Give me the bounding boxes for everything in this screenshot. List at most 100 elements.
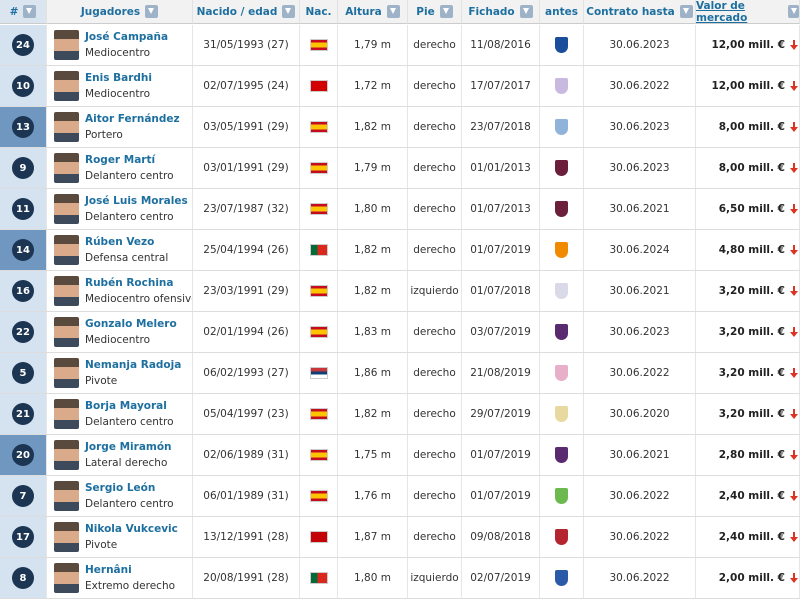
height: 1,82 m xyxy=(354,408,391,420)
column-header[interactable]: Fichado xyxy=(462,0,540,24)
sort-icon[interactable] xyxy=(788,5,799,18)
market-value[interactable]: 2,40 mill. € xyxy=(718,531,785,543)
player-name[interactable]: José Campaña xyxy=(85,31,169,43)
market-value[interactable]: 3,20 mill. € xyxy=(718,367,785,379)
player-name[interactable]: Enis Bardhi xyxy=(85,72,153,84)
previous-club-crest[interactable] xyxy=(555,488,568,504)
table-cell: 30.06.2022 xyxy=(584,353,696,393)
player-name[interactable]: Rubén Rochina xyxy=(85,277,174,289)
table-cell: derecho xyxy=(408,25,462,65)
previous-club-crest[interactable] xyxy=(555,119,568,135)
column-header[interactable]: Nac. xyxy=(300,0,338,24)
player-name[interactable]: Jorge Miramón xyxy=(85,441,172,453)
nationality-flag xyxy=(309,162,328,174)
market-value[interactable]: 12,00 mill. € xyxy=(711,39,785,51)
table-cell: Nikola Vukcevic Pivote xyxy=(47,517,193,557)
table-cell xyxy=(300,271,338,311)
market-value[interactable]: 8,00 mill. € xyxy=(718,121,785,133)
player-name[interactable]: Sergio León xyxy=(85,482,156,494)
header-label[interactable]: Valor de mercado xyxy=(696,0,748,24)
market-value[interactable]: 2,40 mill. € xyxy=(718,490,785,502)
player-name[interactable]: Gonzalo Melero xyxy=(85,318,177,330)
table-cell: 01/07/2019 xyxy=(462,435,540,475)
foot: derecho xyxy=(413,80,456,92)
foot: derecho xyxy=(413,408,456,420)
nationality-flag xyxy=(309,490,328,502)
table-cell: 1,87 m xyxy=(338,517,408,557)
market-value[interactable]: 3,20 mill. € xyxy=(718,408,785,420)
header-label[interactable]: Altura xyxy=(345,5,382,18)
table-cell xyxy=(540,271,584,311)
table-cell: 09/08/2018 xyxy=(462,517,540,557)
header-label[interactable]: # xyxy=(9,5,19,18)
player-name[interactable]: Rúben Vezo xyxy=(85,236,155,248)
player-name[interactable]: Aitor Fernández xyxy=(85,113,180,125)
previous-club-crest[interactable] xyxy=(555,406,568,422)
header-label[interactable]: Contrato hasta xyxy=(586,5,675,18)
shirt-number: 8 xyxy=(12,567,34,589)
previous-club-crest[interactable] xyxy=(555,365,568,381)
header-label[interactable]: Jugadores xyxy=(80,5,141,18)
sort-icon[interactable] xyxy=(23,5,37,18)
previous-club-crest[interactable] xyxy=(555,283,568,299)
market-value[interactable]: 4,80 mill. € xyxy=(718,244,785,256)
column-header[interactable]: Contrato hasta xyxy=(584,0,696,24)
column-header[interactable]: antes xyxy=(540,0,584,24)
market-value[interactable]: 8,00 mill. € xyxy=(718,162,785,174)
previous-club-crest[interactable] xyxy=(555,78,568,94)
previous-club-crest[interactable] xyxy=(555,324,568,340)
market-value[interactable]: 12,00 mill. € xyxy=(711,80,785,92)
previous-club-crest[interactable] xyxy=(555,37,568,53)
player-name[interactable]: Nemanja Radoja xyxy=(85,359,182,371)
previous-club-crest[interactable] xyxy=(555,570,568,586)
previous-club-crest[interactable] xyxy=(555,201,568,217)
header-label[interactable]: Nacido / edad xyxy=(196,5,278,18)
player-name[interactable]: Nikola Vukcevic xyxy=(85,523,178,535)
sort-icon[interactable] xyxy=(145,5,159,18)
birth-date: 02/01/1994 (26) xyxy=(203,326,289,338)
player-name[interactable]: Hernâni xyxy=(85,564,132,576)
market-value[interactable]: 6,50 mill. € xyxy=(718,203,785,215)
header-label[interactable]: Pie xyxy=(416,5,435,18)
table-cell xyxy=(540,148,584,188)
header-label[interactable]: antes xyxy=(545,5,578,18)
sort-icon[interactable] xyxy=(439,5,453,18)
table-cell xyxy=(540,107,584,147)
table-cell: José Luis Morales Delantero centro xyxy=(47,189,193,229)
sort-icon[interactable] xyxy=(386,5,400,18)
shirt-number: 21 xyxy=(12,403,34,425)
sort-icon[interactable] xyxy=(282,5,296,18)
table-cell xyxy=(540,435,584,475)
column-header[interactable]: Nacido / edad xyxy=(193,0,300,24)
nationality-flag xyxy=(309,326,328,338)
previous-club-crest[interactable] xyxy=(555,160,568,176)
player-info: Roger Martí Delantero centro xyxy=(85,154,174,182)
header-label[interactable]: Fichado xyxy=(468,5,515,18)
sort-icon[interactable] xyxy=(679,5,693,18)
contract-until: 30.06.2023 xyxy=(609,326,670,338)
table-cell: 23/07/1987 (32) xyxy=(193,189,300,229)
table-cell: izquierdo xyxy=(408,558,462,598)
player-name[interactable]: Roger Martí xyxy=(85,154,156,166)
sort-icon[interactable] xyxy=(519,5,533,18)
header-label[interactable]: Nac. xyxy=(305,5,332,18)
column-header[interactable]: Jugadores xyxy=(47,0,193,24)
player-name[interactable]: José Luis Morales xyxy=(85,195,188,207)
market-value[interactable]: 3,20 mill. € xyxy=(718,326,785,338)
column-header[interactable]: # xyxy=(0,0,47,24)
previous-club-crest[interactable] xyxy=(555,529,568,545)
table-cell xyxy=(300,435,338,475)
previous-club-crest[interactable] xyxy=(555,242,568,258)
market-value[interactable]: 3,20 mill. € xyxy=(718,285,785,297)
player-info: José Campaña Mediocentro xyxy=(85,31,168,59)
player-info: Nemanja Radoja Pivote xyxy=(85,359,181,387)
column-header[interactable]: Altura xyxy=(338,0,408,24)
table-cell: derecho xyxy=(408,189,462,229)
column-header[interactable]: Pie xyxy=(408,0,462,24)
table-cell: 01/01/2013 xyxy=(462,148,540,188)
previous-club-crest[interactable] xyxy=(555,447,568,463)
column-header[interactable]: Valor de mercado xyxy=(696,0,800,24)
market-value[interactable]: 2,80 mill. € xyxy=(718,449,785,461)
market-value[interactable]: 2,00 mill. € xyxy=(718,572,785,584)
player-name[interactable]: Borja Mayoral xyxy=(85,400,167,412)
